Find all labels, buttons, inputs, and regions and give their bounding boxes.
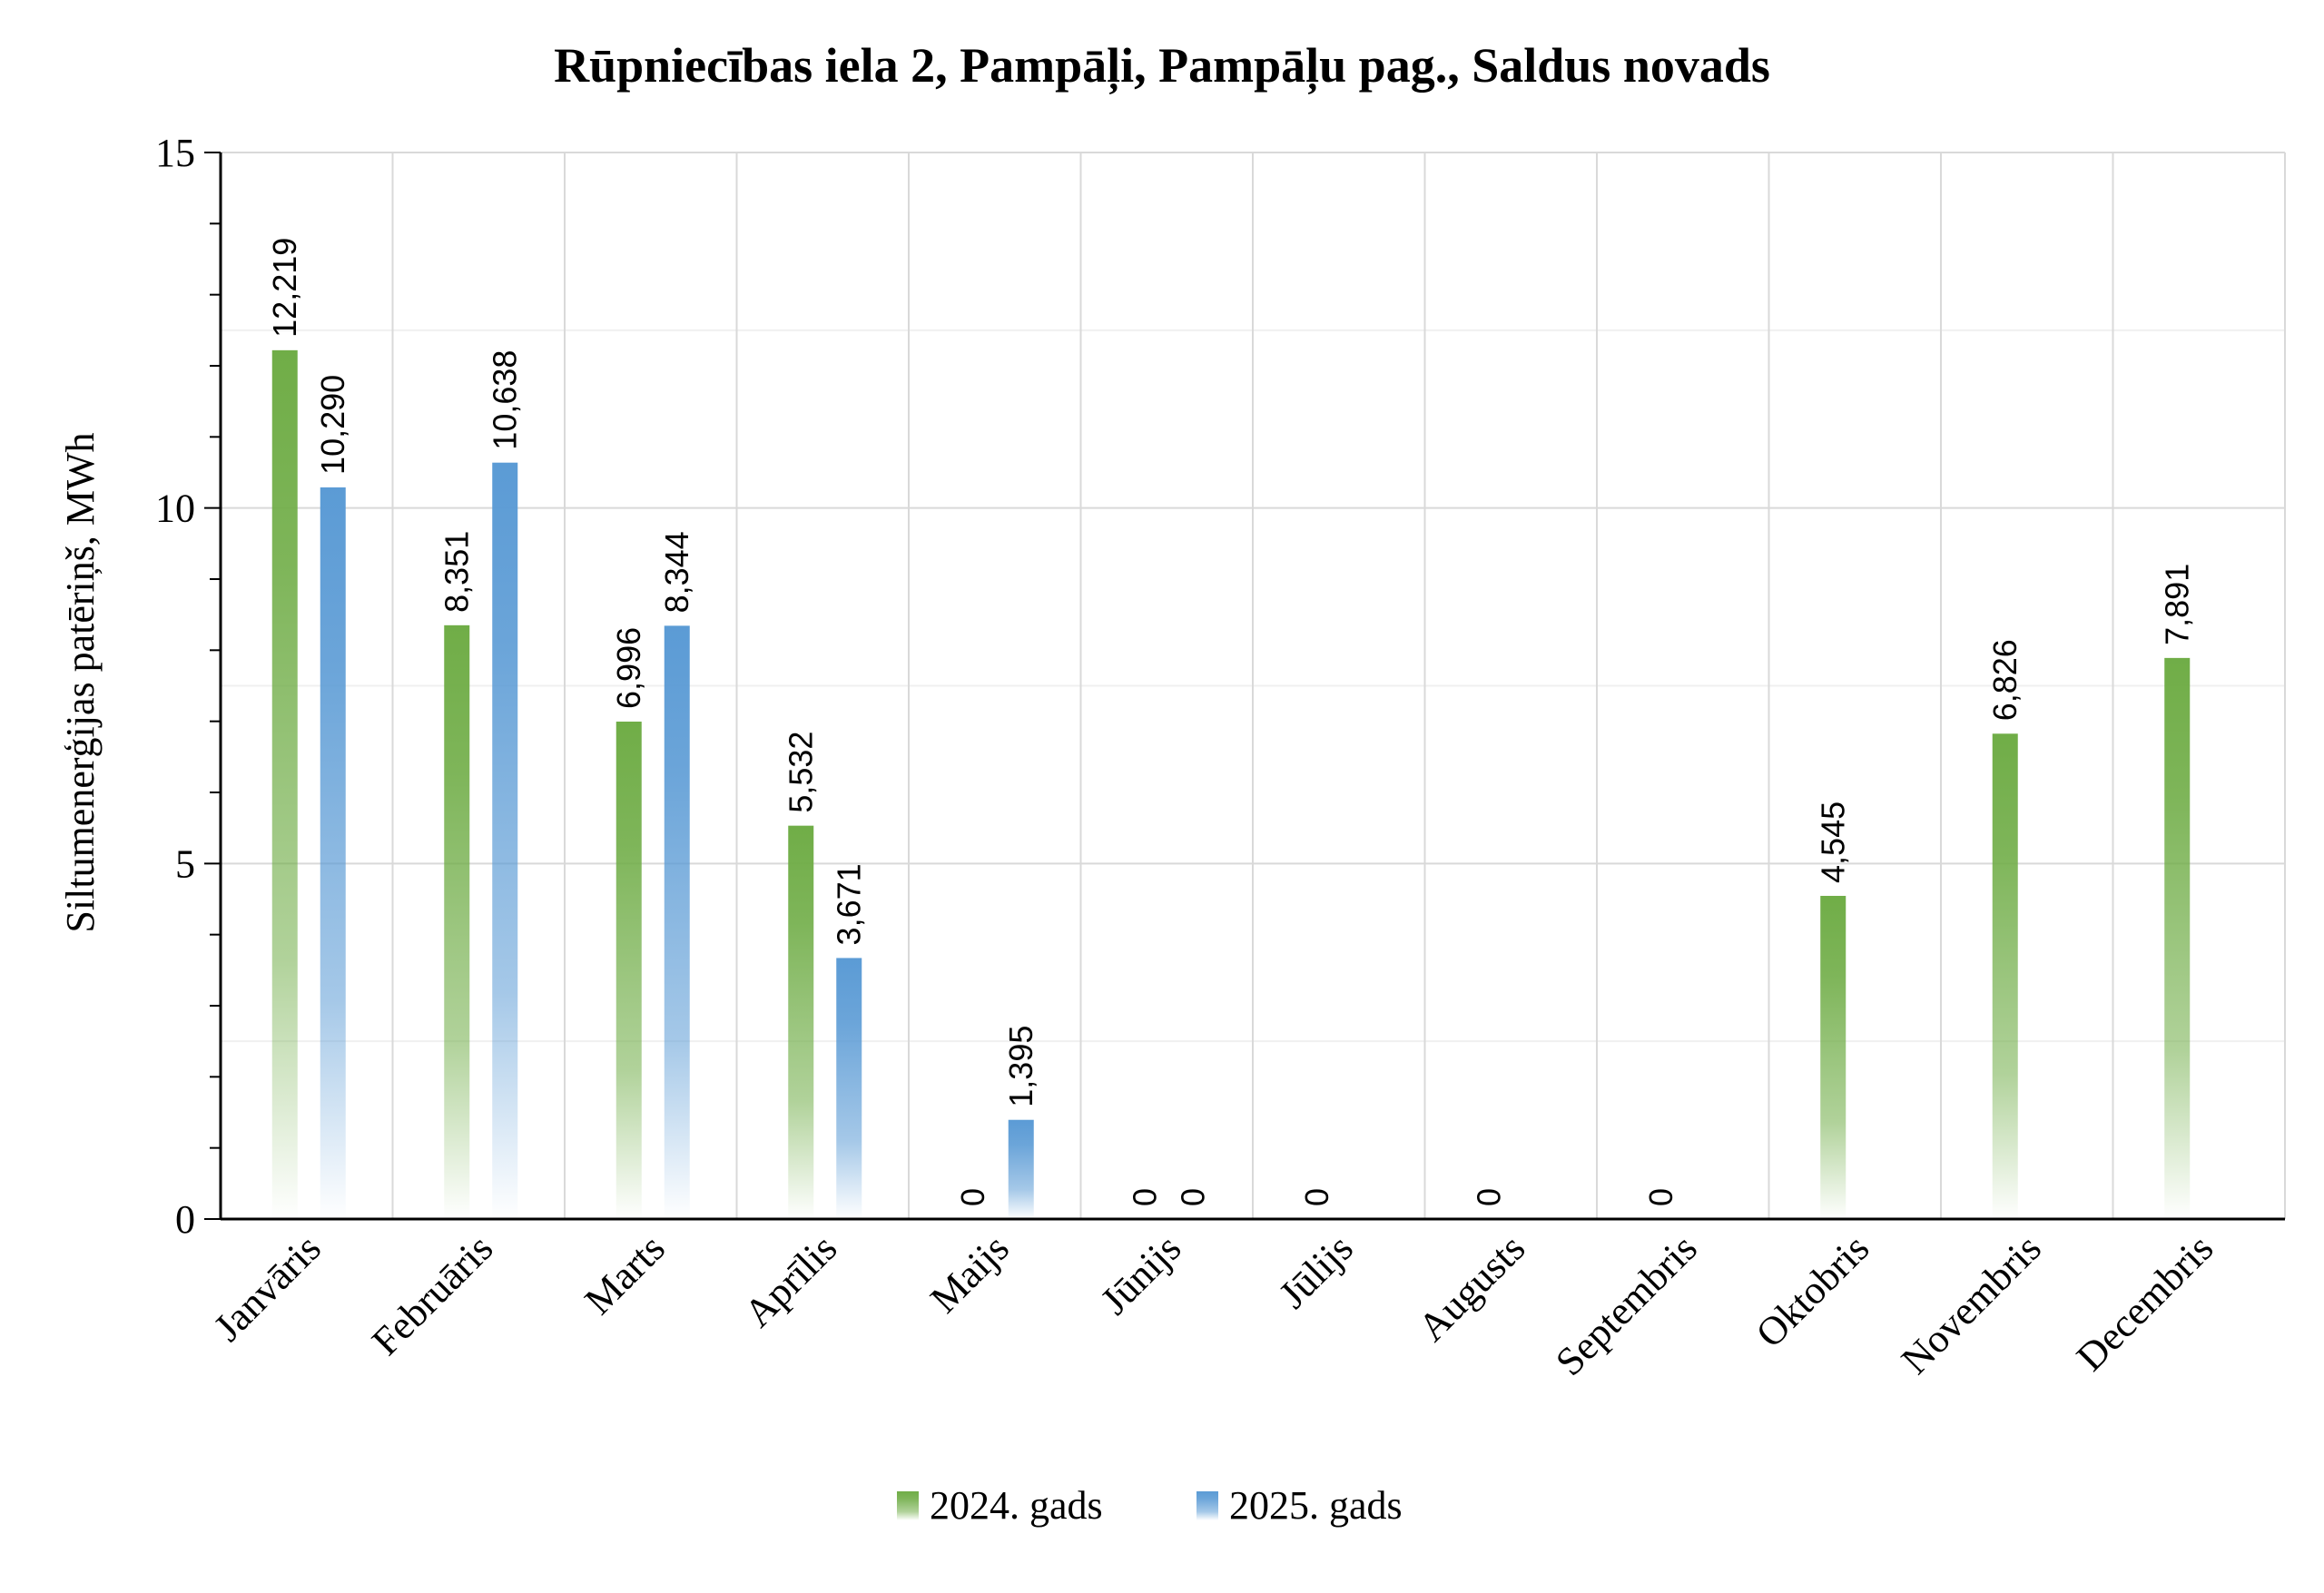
data-label: 4,545 <box>1814 801 1851 883</box>
legend-label: 2024. gads <box>930 1483 1103 1528</box>
bar <box>664 625 690 1219</box>
data-label: 8,351 <box>438 531 475 613</box>
data-label: 0 <box>954 1188 991 1206</box>
bar <box>1992 733 2018 1219</box>
x-tick-label: Jūnijs <box>1092 1225 1189 1323</box>
data-label: 0 <box>1642 1188 1679 1206</box>
data-label: 12,219 <box>266 238 303 338</box>
data-label: 6,996 <box>610 627 647 709</box>
data-label: 5,532 <box>782 732 819 813</box>
y-tick-label: 0 <box>175 1197 195 1242</box>
data-label: 10,638 <box>486 350 523 450</box>
bar <box>492 462 518 1219</box>
y-tick-label: 5 <box>175 841 195 886</box>
y-tick-label: 15 <box>155 131 195 175</box>
bar <box>444 624 470 1219</box>
data-label: 7,891 <box>2158 564 2195 645</box>
bar <box>1008 1119 1034 1219</box>
data-label: 0 <box>1126 1188 1163 1206</box>
bar <box>271 349 298 1220</box>
bar <box>320 487 346 1219</box>
bar <box>788 825 814 1219</box>
data-label: 3,671 <box>830 863 867 945</box>
data-label: 1,395 <box>1002 1026 1039 1107</box>
data-label: 0 <box>1470 1188 1507 1206</box>
y-axis-label: Siltumenerģijas patēriņš, MWh <box>58 432 103 932</box>
grid <box>221 152 2286 1219</box>
x-tick-label: Decembris <box>2068 1225 2221 1379</box>
y-tick-label: 10 <box>155 487 195 531</box>
bar <box>836 958 862 1219</box>
x-tick-label: Aprīlis <box>735 1225 845 1335</box>
data-label: 0 <box>1298 1188 1335 1206</box>
x-tick-label: Janvāris <box>205 1225 330 1350</box>
legend-swatch <box>1196 1491 1218 1520</box>
x-tick-label: Septembris <box>1547 1225 1706 1384</box>
bar <box>1820 895 1846 1219</box>
legend-swatch <box>897 1491 919 1520</box>
legend: 2024. gads 2025. gads <box>897 1483 1403 1528</box>
data-label: 0 <box>1174 1188 1211 1206</box>
x-tick-label: Marts <box>576 1225 674 1323</box>
x-tick-label: Novembris <box>1893 1225 2050 1382</box>
x-tick-label: Augusts <box>1410 1225 1534 1350</box>
data-label: 6,826 <box>1986 639 2024 721</box>
bar <box>2164 657 2191 1219</box>
legend-label: 2025. gads <box>1229 1483 1403 1528</box>
chart-title: Rūpniecības iela 2, Pampāļi, Pampāļu pag… <box>554 38 1770 95</box>
data-label: 8,344 <box>658 531 695 613</box>
x-tick-label: Februāris <box>363 1225 501 1363</box>
bar <box>615 721 642 1219</box>
axes: 0 5 10 15 Janvāris Februāris Marts Aprīlis Maijs… <box>155 131 2285 1384</box>
data-label: 10,290 <box>314 375 351 475</box>
x-tick-label: Jūlijs <box>1270 1225 1361 1316</box>
bars <box>271 349 2191 1220</box>
x-tick-label: Maijs <box>921 1225 1018 1322</box>
x-tick-label: Oktobris <box>1748 1225 1878 1356</box>
